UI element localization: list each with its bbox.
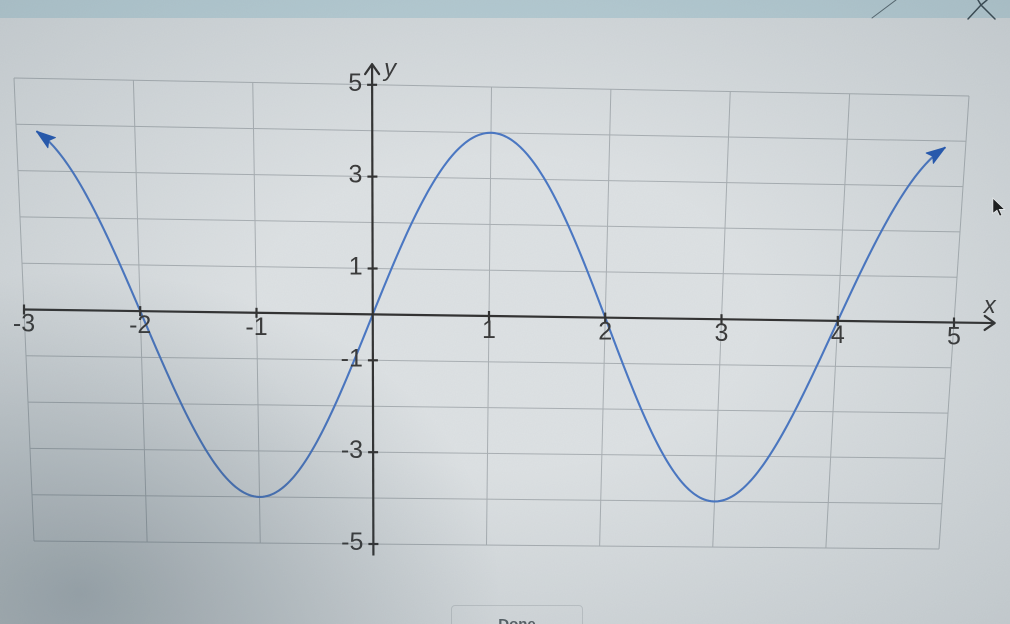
svg-text:4: 4 [831,321,845,349]
svg-text:3: 3 [715,319,729,347]
svg-text:-3: -3 [13,310,35,338]
svg-text:2: 2 [598,318,612,346]
svg-text:y: y [382,55,398,82]
svg-text:5: 5 [947,323,961,351]
svg-text:1: 1 [349,253,363,281]
svg-text:-1: -1 [341,344,363,372]
svg-text:-5: -5 [341,528,363,556]
svg-text:3: 3 [348,161,362,189]
svg-text:-2: -2 [129,311,151,339]
svg-text:5: 5 [348,69,362,97]
svg-text:x: x [983,292,997,319]
svg-text:1: 1 [482,316,496,344]
svg-text:-3: -3 [341,436,363,464]
svg-text:-1: -1 [245,313,267,341]
